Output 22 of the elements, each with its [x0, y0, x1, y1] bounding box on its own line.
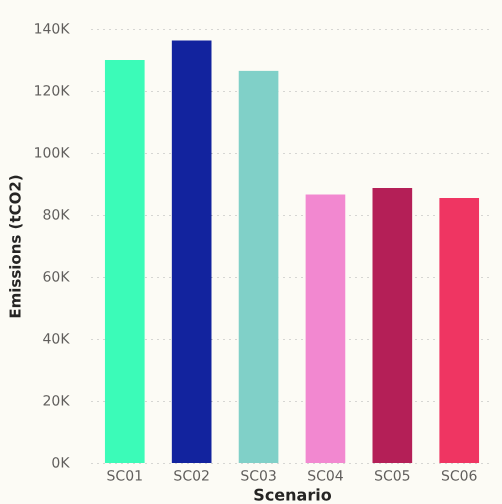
x-tick-label: SC02	[173, 468, 210, 484]
y-tick-label: 120K	[34, 84, 70, 100]
x-tick-label: SC05	[374, 468, 411, 484]
x-tick-label: SC01	[106, 468, 144, 484]
bar	[439, 198, 480, 463]
y-tick-label: 40K	[42, 332, 70, 348]
y-tick-label: 20K	[42, 394, 70, 410]
bar	[372, 188, 412, 463]
bar	[104, 60, 145, 463]
x-tick-label: SC04	[307, 468, 344, 484]
y-tick-label: 60K	[42, 270, 70, 286]
x-axis-title: Scenario	[253, 486, 332, 504]
bar	[306, 194, 346, 463]
bar	[238, 70, 278, 463]
bar	[172, 40, 212, 463]
y-tick-label: 140K	[34, 22, 70, 38]
x-tick-label: SC03	[240, 468, 277, 484]
y-tick-label: 100K	[34, 146, 70, 162]
y-tick-label: 0K	[51, 456, 70, 472]
y-tick-label: 80K	[42, 208, 70, 224]
y-axis-title: Emissions (tCO2)	[6, 174, 25, 319]
x-tick-label: SC06	[440, 468, 478, 484]
